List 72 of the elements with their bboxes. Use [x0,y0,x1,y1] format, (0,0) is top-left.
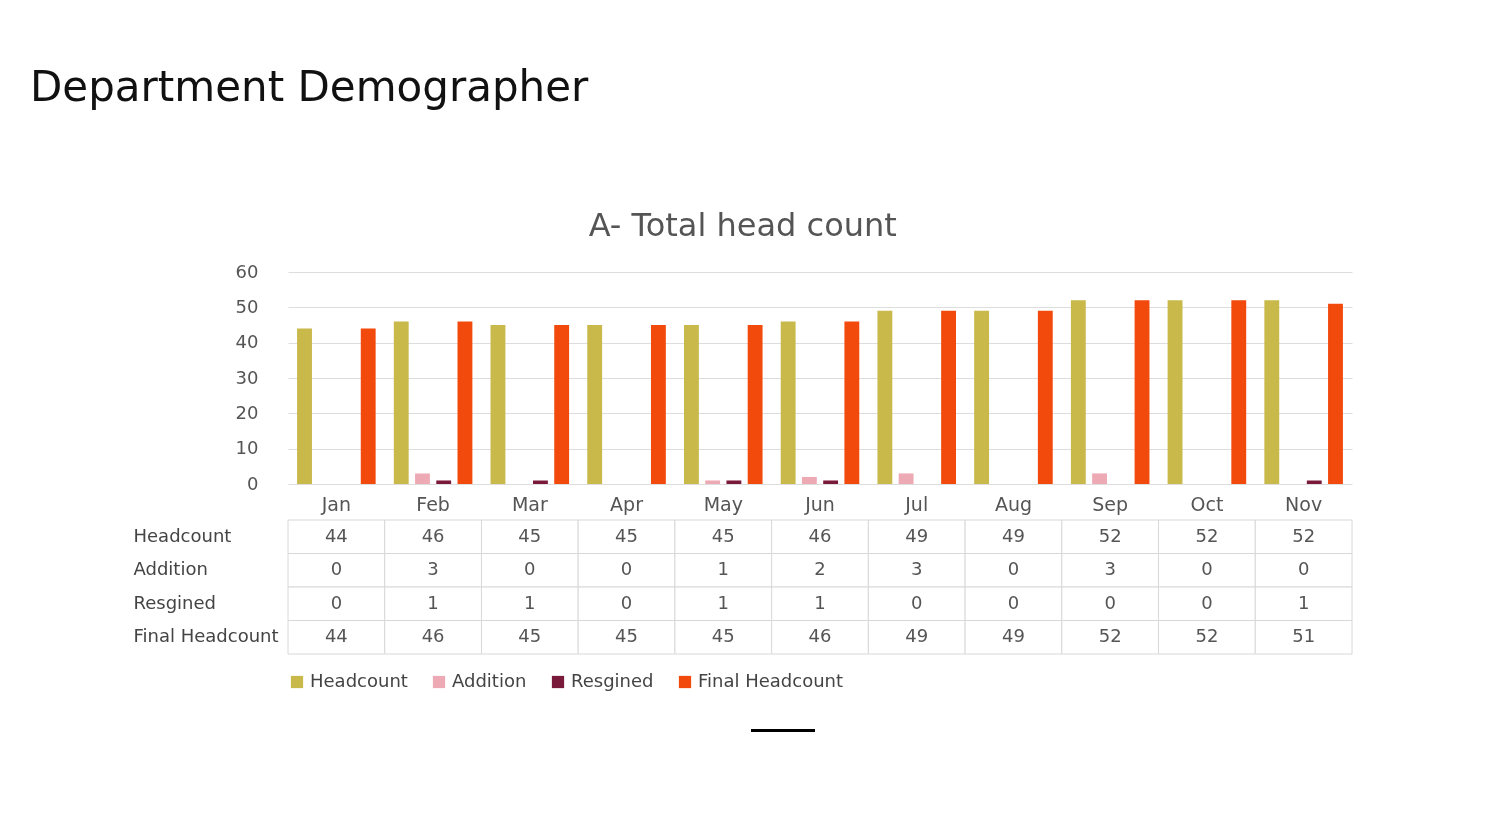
legend-label: Headcount [310,670,408,691]
legend-label: Resgined [571,670,654,691]
data-label: 51 [1292,625,1316,647]
y-tick-label: 40 [235,331,259,353]
text: Headcount [133,524,232,546]
data-label: 1 [1297,591,1310,613]
data-label: 0 [330,558,343,580]
data-label: 46 [421,524,445,546]
data-label: 45 [711,625,735,647]
data-label: 49 [1002,524,1025,546]
data-label: 49 [1002,625,1025,647]
x-tick-label: Aug [994,492,1033,515]
data-label: 44 [324,524,348,546]
data-label: 0 [1104,591,1116,613]
data-label: 45 [711,524,735,546]
data-label: 1 [814,591,826,613]
data-label: 49 [905,524,929,546]
data-label: 1 [427,591,439,613]
data-label: 0 [330,591,343,613]
y-tick-label: 60 [235,260,259,282]
data-label: 0 [911,591,923,613]
data-label: 46 [421,625,445,647]
data-label: 44 [324,625,348,647]
data-label: 1 [717,591,729,613]
data-label: 0 [1007,558,1020,580]
x-tick-label: Nov [1285,492,1323,515]
data-label: 0 [1201,591,1213,613]
data-label: 0 [1201,558,1213,580]
data-label: 52 [1195,524,1219,546]
data-label: 3 [911,558,923,580]
data-label: 0 [1297,558,1310,580]
data-label: 52 [1098,625,1122,647]
text: Final Headcount [133,625,279,647]
data-label: 1 [717,558,729,580]
y-tick-label: 30 [235,366,259,388]
data-label: 52 [1098,524,1122,546]
data-label: 45 [518,524,542,546]
y-tick-label: 50 [235,295,259,317]
data-label: 46 [808,524,832,546]
data-label: 2 [814,558,826,580]
data-label: 49 [905,625,929,647]
y-tick-label: 10 [235,437,259,459]
data-label: 0 [620,558,633,580]
x-tick-label: Sep [1092,492,1129,515]
x-tick-label: Mar [511,492,548,515]
x-tick-label: Feb [416,492,450,515]
legend-label: Final Headcount [698,670,844,691]
chart-subtitle: A- Total head count [588,206,897,244]
data-label: 0 [1007,591,1020,613]
data-label: 46 [808,625,832,647]
data-label: 0 [620,591,633,613]
chart-title: Department Demographer [30,62,589,111]
data-label: 52 [1292,524,1316,546]
data-label: 3 [427,558,439,580]
y-tick-label: 0 [247,472,259,494]
x-tick-label: Jun [804,492,835,515]
x-tick-label: Oct [1190,492,1224,515]
x-tick-label: May [703,492,743,515]
data-label: 52 [1195,625,1219,647]
data-label: 1 [524,591,536,613]
x-tick-label: Apr [610,492,644,515]
data-label: 45 [615,625,638,647]
text: Addition [133,558,208,580]
data-label: 3 [1104,558,1116,580]
data-label: 45 [518,625,542,647]
x-tick-label: Jan [320,492,352,515]
data-label: 45 [615,524,638,546]
text: Resgined [133,591,216,613]
y-tick-label: 20 [235,401,259,423]
legend-label: Addition [452,670,527,691]
x-tick-label: Jul [904,492,929,515]
data-label: 0 [524,558,536,580]
